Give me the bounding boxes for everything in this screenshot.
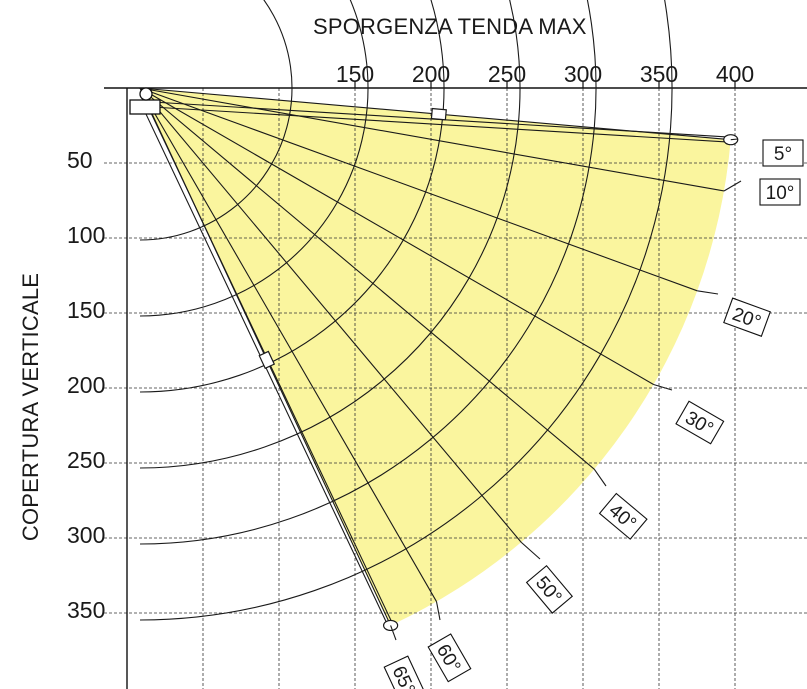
y-tick-label: 50 [67,147,93,173]
angle-label: 20° [723,297,771,337]
radius-arc [139,0,293,241]
y-tick-label: 300 [67,522,106,548]
angle-leader [697,290,719,295]
angle-leader [723,180,742,192]
radius-arc [139,0,597,545]
angle-label: 65° [383,655,426,689]
angle-label-box [525,564,574,614]
angle-leader [390,625,397,641]
angle-label: 40° [598,492,648,540]
angle-label-box [723,297,771,337]
angle-label: 5° [762,139,804,167]
angle-label: 30° [675,400,725,445]
angle-ray [139,87,698,292]
angle-leader [435,601,441,621]
angle-ray [139,87,725,192]
angle-label-box [427,633,472,683]
angle-label-box [598,492,648,540]
angle-leader [730,138,739,141]
radius-arc [139,0,369,317]
elbow-joint [430,107,447,121]
angle-leader [520,541,541,560]
y-tick-label: 200 [67,372,106,398]
angle-label: 60° [427,633,472,683]
arm-position-5deg [143,100,739,146]
angle-label-box [383,655,426,689]
radius-arc [139,0,521,469]
y-tick-label: 150 [67,297,106,323]
coverage-sector [140,88,731,626]
arm-bar [143,105,731,143]
angle-label-text: 10° [766,183,795,204]
y-tick-label: 100 [67,222,106,248]
diagram-title: SPORGENZA TENDA MAX [313,14,587,39]
angle-label-text: 5° [774,144,792,165]
pivot-roller [139,87,153,101]
angle-label-box [675,400,725,445]
angle-leader [653,383,673,391]
angle-ray [139,87,437,602]
angle-ray [139,87,522,543]
angle-leader [593,468,607,487]
wall-bracket [129,87,161,115]
elbow-joint [258,350,276,370]
bracket-body [129,99,161,115]
angle-ray [139,87,654,385]
y-tick-label: 350 [67,597,106,623]
angle-label-box [759,178,801,206]
arm-position-65deg [141,102,399,632]
angle-label: 10° [759,178,801,206]
y-tick-label: 250 [67,447,106,473]
angle-label-box [762,139,804,167]
angle-ray [139,87,595,470]
angle-label: 50° [525,564,574,614]
